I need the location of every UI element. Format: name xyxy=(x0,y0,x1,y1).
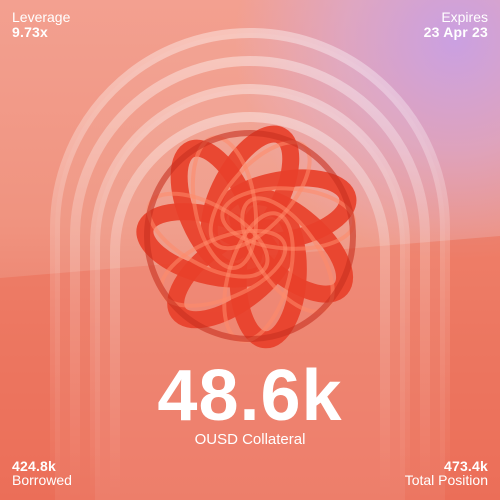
borrowed-label: Borrowed xyxy=(12,472,72,489)
borrowed-stat: 424.8k Borrowed xyxy=(12,457,72,489)
ring-bands xyxy=(136,125,357,349)
expires-value: 23 Apr 23 xyxy=(423,23,488,40)
ring-outer-edge xyxy=(144,130,356,342)
collateral-value: 48.6k xyxy=(157,356,343,436)
total-position-value: 473.4k xyxy=(443,457,488,474)
collateral-label: OUSD Collateral xyxy=(194,431,306,448)
leverage-stat: Leverage 9.73x xyxy=(12,10,70,39)
borrowed-value: 424.8k xyxy=(12,457,57,474)
total-position-stat: 473.4k Total Position xyxy=(404,457,488,489)
expires-label: Expires xyxy=(441,9,488,25)
expires-stat: Expires 23 Apr 23 xyxy=(424,10,488,39)
leverage-value: 9.73x xyxy=(12,23,49,40)
leverage-label: Leverage xyxy=(12,9,71,25)
total-position-label: Total Position xyxy=(404,472,488,489)
